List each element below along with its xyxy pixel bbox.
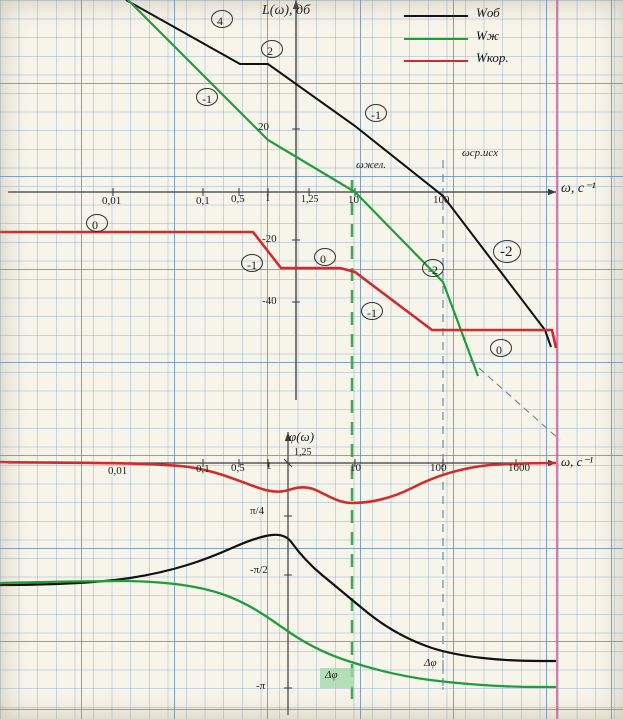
phase-ytick-2: -π	[256, 680, 266, 692]
series-wkor-magnitude	[0, 230, 558, 349]
omega-sr-label: ωср.исх	[462, 147, 499, 159]
magnitude-x-axis-label: ω, c⁻¹	[561, 181, 596, 196]
series-wzh-magnitude	[127, 0, 480, 377]
magnitude-ytick-0: 20	[258, 121, 269, 133]
magnitude-y-axis-arrow	[292, 0, 300, 9]
series-wob-phase	[0, 533, 556, 663]
phase-xtick-5: 10	[350, 462, 361, 474]
phase-xtick-4: 1,25	[294, 447, 312, 458]
omega-zhel-label: ωжел.	[356, 159, 387, 171]
magnitude-xtick-2: 0,5	[231, 193, 245, 205]
slope-minus1-d: -1	[361, 302, 383, 321]
legend-label-wzh: Wж	[476, 28, 499, 43]
mark-2: 2	[261, 40, 283, 59]
phase-y-axis-label: φ(ω)	[289, 429, 315, 444]
series-wzh-phase	[0, 579, 556, 689]
delta-phi-highlight	[320, 668, 354, 688]
asymptote-dashed	[469, 359, 561, 441]
magnitude-x-axis-arrow	[548, 188, 556, 196]
delta-phi-2-label: Δφ	[424, 657, 437, 669]
legend-swatch-wob	[404, 15, 468, 17]
phase-xtick-6: 100	[430, 462, 447, 474]
magnitude-ytick-2: -40	[262, 295, 277, 307]
magnitude-xtick-0: 0,01	[102, 195, 122, 207]
phase-ytick-1: -π/2	[250, 564, 268, 576]
phase-y-axis-arrow	[284, 432, 292, 441]
legend-item-wob: Wоб	[404, 5, 582, 26]
magnitude-ticks	[112, 128, 444, 303]
legend-item-wzh: Wж	[404, 28, 582, 49]
magnitude-xtick-1: 0,1	[196, 195, 210, 207]
legend: Wоб Wж Wкор.	[404, 5, 582, 71]
slope-minus2-b: -2	[493, 240, 521, 263]
legend-item-wkor: Wкор.	[404, 50, 582, 71]
phase-ytick-0: π/4	[250, 505, 265, 517]
slope-minus1-a: -1	[196, 88, 218, 107]
slope-zero-a: 0	[86, 214, 108, 233]
phase-xtick-3: 1	[266, 460, 272, 472]
phase-xtick-7: 1000	[508, 462, 530, 474]
phase-xtick-0: 0,01	[108, 465, 128, 477]
legend-swatch-wkor	[404, 60, 468, 62]
mark-0-b: 0	[314, 248, 336, 267]
series-wkor-phase	[0, 460, 557, 505]
legend-label-wkor: Wкор.	[476, 50, 509, 65]
phase-xtick-1: 0,1	[196, 463, 210, 475]
magnitude-ytick-1: -20	[262, 233, 277, 245]
magnitude-xtick-5: 10	[348, 194, 359, 206]
delta-phi-label: Δφ	[325, 669, 338, 681]
phase-ticks	[202, 458, 517, 689]
magnitude-y-axis-label: L(ω), дб	[262, 3, 311, 18]
slope-minus1-c: -1	[241, 254, 263, 273]
magnitude-xtick-3: 1	[265, 192, 271, 204]
mark-4: 4	[211, 10, 233, 29]
phase-xtick-2: 0,5	[231, 462, 245, 474]
magnitude-xtick-6: 100	[433, 194, 450, 206]
phase-x-axis-label: ω, c⁻¹	[561, 454, 594, 469]
slope-minus1-b: -1	[365, 104, 387, 123]
magnitude-xtick-4: 1,25	[301, 194, 319, 205]
slope-minus2-a: -2	[422, 259, 444, 278]
slope-zero-b: 0	[490, 339, 512, 358]
legend-swatch-wzh	[404, 38, 468, 40]
legend-label-wob: Wоб	[476, 5, 500, 20]
